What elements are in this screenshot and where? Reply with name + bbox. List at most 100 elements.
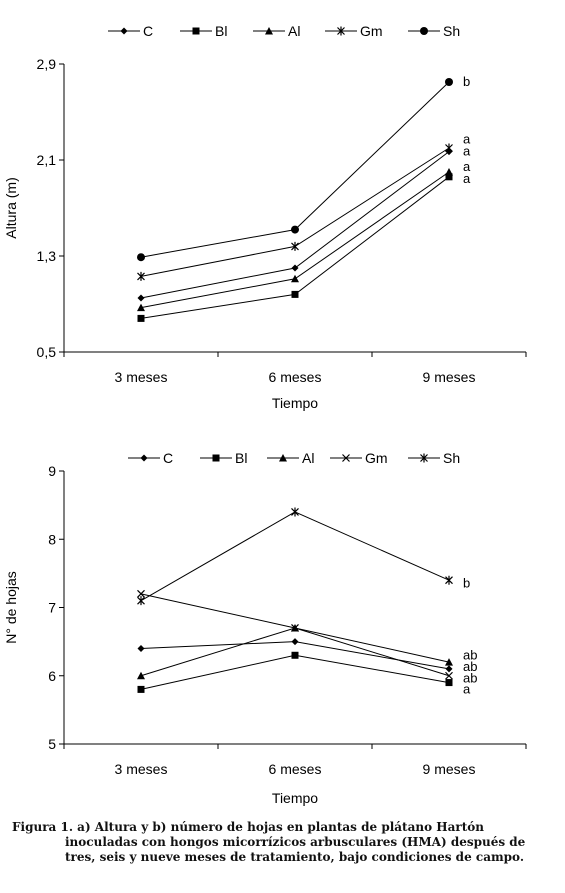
legend-label-c: C [143, 23, 153, 39]
data-point-al [137, 671, 145, 680]
data-point-sh [445, 78, 453, 86]
legend-marker-bl [192, 27, 200, 35]
legend: C Bl Al Gm Sh [108, 23, 460, 39]
data-point-sh [291, 225, 299, 234]
legend-label-al: Al [302, 450, 314, 466]
data-point-c [137, 644, 145, 652]
data-point-sh [137, 253, 145, 262]
legend-marker-al [265, 27, 273, 35]
legend-marker-gm [337, 26, 345, 36]
series-bl [137, 173, 453, 322]
legend-label-sh: Sh [443, 23, 460, 39]
leaves-chart: 5 6 7 8 9 3 meses 6 meses 9 meses Tiempo N° de ho… [3, 450, 527, 806]
data-point-bl [291, 290, 299, 298]
caption-rest: inoculadas con hongos micorrízicos arbus… [65, 835, 526, 864]
legend-marker-al [279, 454, 287, 462]
legend-marker-gm [342, 454, 350, 462]
legend-marker-sh [420, 453, 428, 463]
legend: C Bl Al Gm Sh [128, 450, 460, 466]
height-chart: 0,5 1,3 2,1 2,9 3 meses 6 meses 9 meses Tiempo A… [3, 23, 527, 411]
legend-label-bl: Bl [235, 450, 247, 466]
y-tick-label: 6 [48, 668, 56, 684]
significance-label: a [463, 132, 471, 147]
significance-label: ab [463, 670, 477, 685]
data-point-gm [137, 271, 145, 281]
data-point-bl [137, 314, 145, 322]
series-c [137, 148, 453, 302]
x-tick-label: 9 meses [423, 761, 476, 777]
x-tick-label: 6 meses [269, 369, 322, 385]
data-point-sh [291, 507, 299, 517]
significance-label: b [463, 576, 470, 591]
x-tick-label: 3 meses [115, 761, 168, 777]
y-tick-label: 1,3 [37, 248, 57, 264]
x-axis-title: Tiempo [272, 395, 318, 411]
series-line-sh [140, 511, 450, 602]
x-tick-label: 9 meses [423, 369, 476, 385]
data-point-al [445, 658, 453, 666]
significance-label: ab [463, 659, 477, 674]
data-point-sh [137, 596, 145, 606]
legend-label-c: C [163, 450, 173, 466]
data-point-gm [291, 241, 299, 251]
axes: 5 6 7 8 9 3 meses 6 meses 9 meses [48, 463, 527, 777]
x-tick-label: 3 meses [115, 369, 168, 385]
legend-marker-c [140, 454, 148, 462]
y-tick-label: 2,9 [37, 56, 57, 72]
y-tick-label: 9 [48, 463, 56, 479]
series-al [137, 623, 453, 680]
series-bl [137, 651, 453, 693]
series-gm [137, 589, 453, 680]
legend-label-gm: Gm [365, 450, 388, 466]
plot-area [137, 507, 453, 693]
significance-label: a [463, 171, 471, 186]
series-al [137, 168, 453, 312]
data-point-gm [445, 671, 453, 680]
y-tick-label: 5 [48, 736, 56, 752]
plot-area [137, 78, 453, 322]
y-axis-title: N° de hojas [3, 571, 19, 644]
significance-label: a [463, 144, 471, 159]
legend-marker-sh [420, 27, 428, 35]
series-line-al [140, 171, 450, 309]
series-gm [137, 143, 453, 281]
significance-label: b [463, 74, 470, 89]
data-point-c [445, 665, 453, 673]
data-point-c [137, 294, 145, 302]
data-point-bl [137, 685, 145, 693]
legend-label-bl: Bl [215, 23, 227, 39]
data-point-bl [445, 679, 453, 687]
legend-label-gm: Gm [360, 23, 383, 39]
data-point-gm [445, 143, 453, 153]
series-line-gm [140, 593, 450, 677]
data-point-c [291, 638, 299, 646]
x-tick-label: 6 meses [269, 761, 322, 777]
data-point-c [291, 264, 299, 272]
y-axis-title: Altura (m) [3, 177, 19, 238]
data-point-al [445, 168, 453, 176]
series-sh [137, 78, 453, 262]
legend-marker-c [120, 27, 128, 35]
caption-lead: Figura 1. a) Altura y b) número de hojas… [12, 820, 484, 834]
y-tick-label: 7 [48, 600, 56, 616]
data-point-al [137, 303, 145, 312]
significance-label: ab [463, 647, 477, 662]
axes: 0,5 1,3 2,1 2,9 3 meses 6 meses 9 meses [37, 56, 527, 385]
legend-label-al: Al [288, 23, 300, 39]
data-point-gm [137, 589, 145, 598]
data-point-bl [445, 173, 453, 181]
significance-label: a [463, 681, 471, 696]
significance-label: a [463, 159, 471, 174]
legend-label-sh: Sh [443, 450, 460, 466]
y-tick-label: 0,5 [37, 344, 57, 360]
data-point-sh [445, 575, 453, 585]
y-tick-label: 2,1 [37, 152, 57, 168]
y-tick-label: 8 [48, 531, 56, 547]
figure-caption: Figura 1. a) Altura y b) número de hojas… [12, 820, 557, 865]
data-point-bl [291, 651, 299, 659]
x-axis-title: Tiempo [272, 790, 318, 806]
data-point-gm [291, 624, 299, 632]
series-sh [137, 507, 453, 606]
